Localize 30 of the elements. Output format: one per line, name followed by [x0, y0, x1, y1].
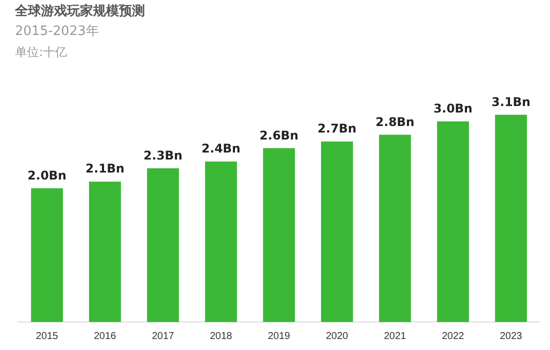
x-tick-label: 2021 [384, 330, 407, 342]
chart-subtitle: 2015-2023年 [15, 23, 99, 40]
data-label: 2.6Bn [260, 128, 298, 142]
x-tick-label: 2022 [442, 330, 465, 342]
x-tick-label: 2016 [94, 330, 117, 342]
data-label: 2.0Bn [28, 168, 66, 182]
bar [147, 168, 179, 322]
x-tick-label: 2023 [500, 330, 523, 342]
chart-title: 全球游戏玩家规模预测 [15, 2, 145, 20]
bar [379, 134, 411, 322]
bar [89, 182, 121, 322]
text: 单位:十亿 [15, 44, 68, 61]
x-tick-label: 2015 [36, 330, 59, 342]
bar [437, 121, 469, 322]
bar [205, 162, 237, 322]
data-label: 3.1Bn [492, 94, 530, 109]
x-tick-label: 2019 [268, 330, 291, 342]
data-label: 2.8Bn [376, 114, 414, 129]
data-label: 2.7Bn [318, 122, 356, 136]
data-label: 2.1Bn [86, 162, 124, 176]
data-label: 2.4Bn [202, 142, 240, 156]
bar [31, 188, 63, 322]
x-tick-label: 2020 [326, 330, 349, 342]
x-tick-label: 2018 [210, 330, 233, 342]
x-tick-label: 2017 [152, 330, 175, 342]
bar [495, 114, 527, 322]
bar [263, 148, 295, 322]
data-label: 3.0Bn [434, 102, 472, 116]
bar [321, 141, 353, 322]
data-label: 2.3Bn [144, 148, 182, 162]
